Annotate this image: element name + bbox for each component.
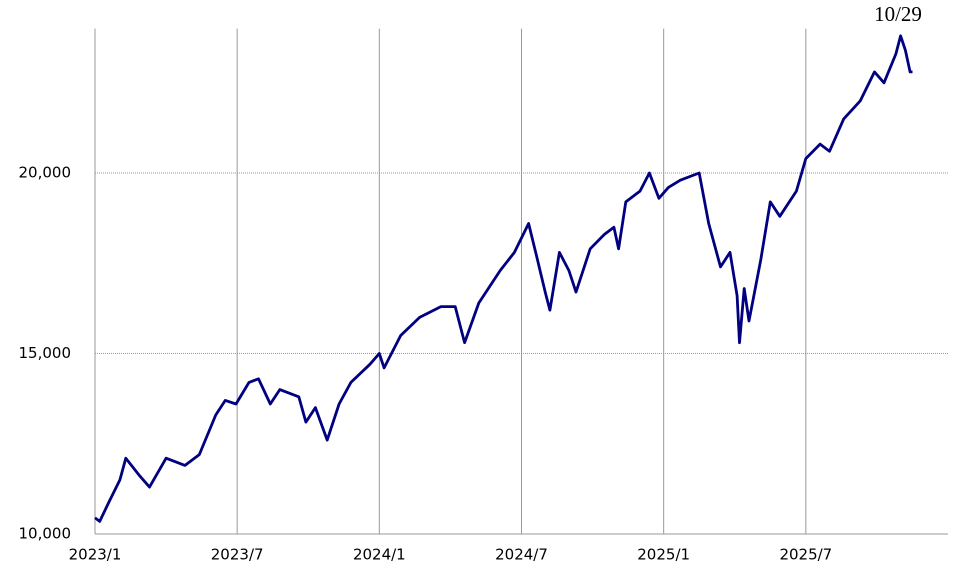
- x-tick-label: 2023/1: [69, 546, 122, 564]
- x-tick-label: 2023/7: [211, 546, 264, 564]
- y-tick-label: 10,000: [19, 525, 72, 543]
- y-tick-label: 15,000: [19, 344, 72, 362]
- annotation: 10/29: [874, 2, 922, 26]
- y-tick-label: 20,000: [19, 164, 72, 182]
- x-tick-label: 2024/7: [495, 546, 548, 564]
- x-tick-label: 2025/1: [637, 546, 690, 564]
- x-tick-label: 2025/7: [779, 546, 832, 564]
- line: [94, 34, 913, 523]
- x-tick-label: 2024/1: [353, 546, 406, 564]
